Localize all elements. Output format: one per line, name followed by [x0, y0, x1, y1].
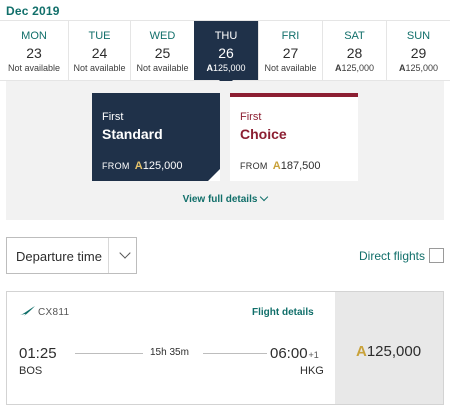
flight-result-card: CX811 Flight details 01:25 BOS 15h 35m 0… [6, 291, 444, 405]
route-line [75, 353, 143, 354]
day-of-week: THU [214, 30, 238, 42]
cathay-pacific-brushwing-icon [20, 306, 35, 316]
asia-miles-icon: A [134, 160, 143, 172]
flight-info: CX811 Flight details 01:25 BOS 15h 35m 0… [7, 292, 335, 404]
flight-number: CX811 [38, 307, 70, 318]
chevron-down-icon [119, 247, 131, 259]
day-price: A125,000 [334, 63, 375, 73]
day-price: A125,000 [398, 63, 439, 73]
asia-miles-icon: A [272, 160, 281, 172]
fare-price: FROM A125,000 [102, 160, 183, 172]
flight-details-link[interactable]: Flight details [252, 307, 314, 318]
fare-brand: Standard [102, 126, 163, 142]
month-label: Dec 2019 [6, 4, 60, 18]
day-date: 28 [346, 45, 363, 61]
day-fri-27[interactable]: FRI 27 Not available [258, 21, 322, 80]
direct-flights-checkbox[interactable] [429, 248, 444, 263]
day-tue-24[interactable]: TUE 24 Not available [68, 21, 130, 80]
corner-fold-icon [208, 169, 220, 181]
day-of-week: WED [149, 30, 176, 42]
day-date: 25 [154, 45, 171, 61]
day-price: Not available [264, 63, 317, 73]
fare-price: FROM A187,500 [240, 160, 321, 172]
day-mon-23[interactable]: MON 23 Not available [0, 21, 68, 80]
day-date: 29 [410, 45, 427, 61]
dropdown-divider [108, 238, 109, 273]
direct-flights-label[interactable]: Direct flights [359, 249, 426, 263]
fare-family-panel: First Standard FROM A125,000 First Choic… [6, 81, 444, 220]
asia-miles-icon: A [356, 343, 367, 360]
fare-card-first-choice[interactable]: First Choice FROM A187,500 [230, 93, 358, 181]
day-price: Not available [136, 63, 189, 73]
flight-duration: 15h 35m [150, 347, 189, 358]
arrival-airport: HKG [300, 365, 324, 377]
day-thu-26-selected[interactable]: THU 26 A125,000 [194, 21, 258, 87]
view-full-details-link[interactable]: View full details [6, 192, 444, 205]
day-of-week: MON [21, 30, 47, 42]
departure-airport: BOS [19, 365, 43, 377]
sort-value: Departure time [16, 249, 102, 264]
fare-class: First [102, 111, 124, 123]
day-price: A125,000 [206, 63, 246, 73]
departure-time: 01:25 [19, 345, 57, 362]
asia-miles-icon: A [206, 63, 213, 73]
asia-miles-icon: A [334, 63, 342, 73]
day-date: 26 [218, 45, 234, 61]
day-price: Not available [7, 63, 61, 73]
day-wed-25[interactable]: WED 25 Not available [130, 21, 194, 80]
sort-dropdown[interactable]: Departure time [6, 237, 137, 274]
arrival-time: 06:00+1 [270, 345, 319, 362]
select-fare-button[interactable] [335, 292, 443, 404]
arrival-day-offset: +1 [308, 350, 319, 360]
day-price: Not available [73, 63, 126, 73]
day-of-week: TUE [88, 30, 111, 42]
day-sat-28[interactable]: SAT 28 A125,000 [322, 21, 386, 80]
day-sun-29[interactable]: SUN 29 A125,000 [386, 21, 450, 80]
fare-class: First [240, 111, 262, 123]
day-of-week: SAT [344, 30, 365, 42]
asia-miles-icon: A [398, 63, 406, 73]
day-of-week: FRI [281, 30, 300, 42]
day-date: 24 [91, 45, 108, 61]
day-of-week: SUN [406, 30, 431, 42]
day-date: 27 [282, 45, 299, 61]
day-date: 23 [26, 45, 42, 61]
chevron-down-icon [260, 192, 269, 202]
fare-brand: Choice [240, 126, 287, 142]
date-selector: MON 23 Not available TUE 24 Not availabl… [0, 20, 450, 87]
route-line [203, 353, 267, 354]
fare-card-first-standard[interactable]: First Standard FROM A125,000 [92, 93, 220, 181]
flight-price: A125,000 [356, 343, 422, 360]
